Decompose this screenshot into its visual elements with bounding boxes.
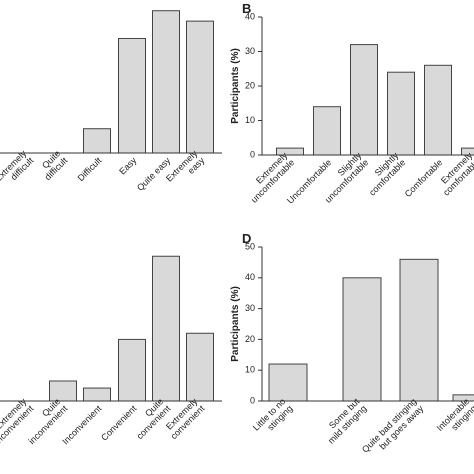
x-tick-label: Extremelycomfortable xyxy=(434,150,474,198)
bar xyxy=(186,332,214,402)
y-tick-label: 0 xyxy=(250,395,255,405)
x-tick-label: Easy xyxy=(117,155,139,177)
bar xyxy=(387,71,415,156)
y-axis-label: Participants (%) xyxy=(230,286,241,362)
x-tick-label: Extremelyeasy xyxy=(164,148,207,191)
x-tick-label: Little to nostinging xyxy=(251,396,295,440)
y-axis-label: Participants (%) xyxy=(230,48,241,124)
x-tick-label: Convenient xyxy=(99,403,139,443)
x-tick-label: Quiteconvenient xyxy=(127,396,172,441)
y-tick-label: 50 xyxy=(245,241,255,251)
y-tick-label: 10 xyxy=(245,365,255,375)
x-tick-label: Some butmild stinging xyxy=(319,396,369,446)
y-tick-label: 30 xyxy=(245,303,255,313)
bar xyxy=(399,258,439,402)
x-tick-label: Difficult xyxy=(76,155,104,183)
bar xyxy=(83,128,111,154)
x-tick-label: Extremelyconvenient xyxy=(161,396,206,441)
bar xyxy=(313,106,341,156)
x-tick-label: Extremelydifficult xyxy=(0,148,36,191)
bar xyxy=(342,277,382,402)
y-tick-label: 10 xyxy=(245,115,255,125)
y-tick-label: 0 xyxy=(250,149,255,159)
y-tick-label: 20 xyxy=(245,80,255,90)
bar xyxy=(83,387,111,402)
bar xyxy=(118,37,146,154)
bar xyxy=(268,363,308,402)
panel-label: B xyxy=(242,1,251,16)
bar xyxy=(424,64,452,156)
bar xyxy=(152,10,180,154)
y-tick-label: 40 xyxy=(245,11,255,21)
y-tick-label: 20 xyxy=(245,334,255,344)
bar xyxy=(186,20,214,154)
x-tick-label: Quite bad stingingbut goes away xyxy=(360,396,426,462)
bar xyxy=(350,44,378,156)
panel-label: D xyxy=(242,231,251,246)
x-tick-label: Slightlycomfortable xyxy=(360,150,408,198)
bar xyxy=(461,147,474,156)
y-tick-label: 30 xyxy=(245,46,255,56)
bar xyxy=(118,338,146,402)
y-tick-label: 40 xyxy=(245,272,255,282)
bar xyxy=(152,255,180,402)
x-tick-label: Intolerablestinging xyxy=(435,396,474,440)
